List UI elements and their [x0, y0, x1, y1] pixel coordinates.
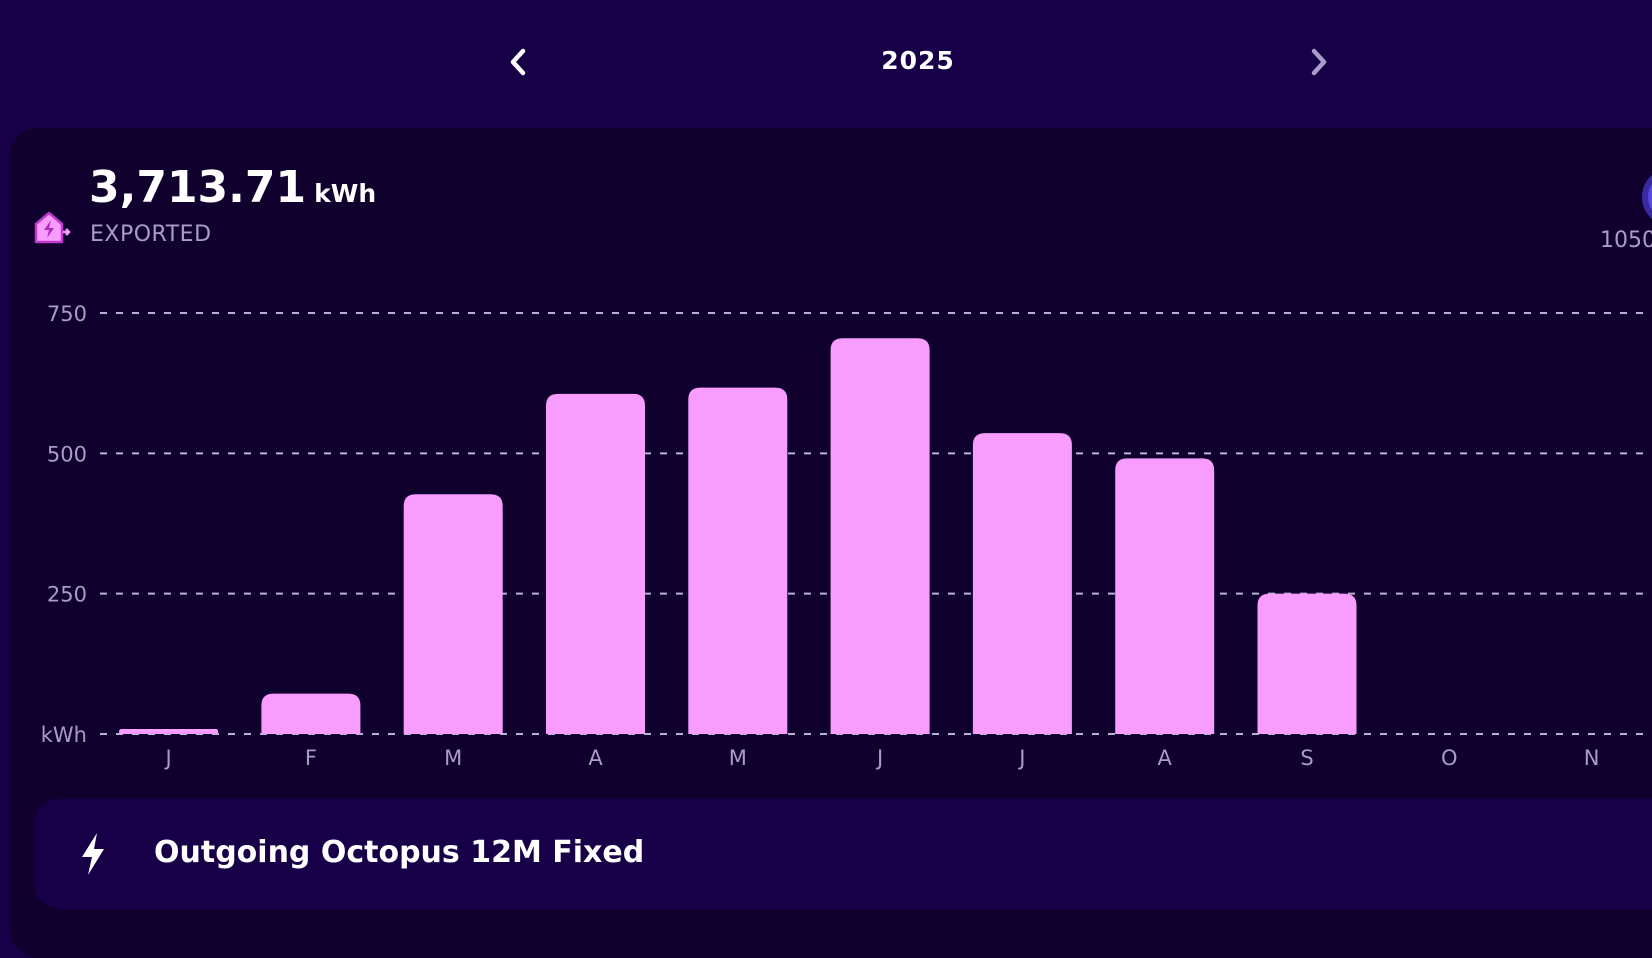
x-tick-label: N	[1584, 746, 1600, 770]
y-tick-label: kWh	[41, 723, 87, 747]
x-tick-label: F	[305, 746, 317, 770]
side-value: 1050	[1600, 228, 1652, 253]
y-tick-label: 500	[47, 442, 87, 466]
year-label: 2025	[881, 46, 955, 75]
x-tick-label: A	[588, 746, 603, 770]
next-year-button[interactable]	[1300, 44, 1336, 80]
exported-label: EXPORTED	[90, 222, 212, 247]
y-tick-label: 250	[47, 583, 87, 607]
bar	[1115, 458, 1215, 734]
total-exported: 3,713.71 kWh	[89, 162, 376, 213]
x-tick-label: J	[1017, 746, 1025, 770]
x-tick-label: S	[1300, 746, 1313, 770]
bar	[546, 393, 645, 734]
x-tick-label: J	[163, 746, 171, 770]
previous-year-button[interactable]	[501, 44, 537, 80]
bar	[119, 728, 219, 734]
x-tick-label: A	[1158, 746, 1173, 770]
bar	[830, 338, 930, 734]
x-tick-label: M	[444, 746, 462, 770]
bar	[688, 387, 788, 734]
chevron-left-icon	[510, 48, 526, 76]
bar	[1257, 593, 1357, 734]
x-tick-label: M	[729, 746, 747, 770]
tariff-panel[interactable]	[34, 799, 1652, 909]
house-export-icon	[33, 210, 73, 248]
x-tick-label: J	[875, 746, 883, 770]
total-unit: kWh	[314, 179, 377, 208]
lightning-bolt-icon	[76, 831, 110, 881]
bar	[972, 433, 1072, 734]
monthly-export-chart: kWh 250 500 750 J F M A M J J A S O N	[41, 302, 1652, 770]
bar	[403, 494, 503, 734]
y-tick-label: 750	[47, 302, 87, 326]
bar	[261, 693, 361, 734]
tariff-name: Outgoing Octopus 12M Fixed	[154, 835, 645, 870]
chevron-right-icon	[1311, 48, 1327, 76]
x-tick-label: O	[1441, 746, 1458, 770]
total-value: 3,713.71	[89, 162, 307, 213]
